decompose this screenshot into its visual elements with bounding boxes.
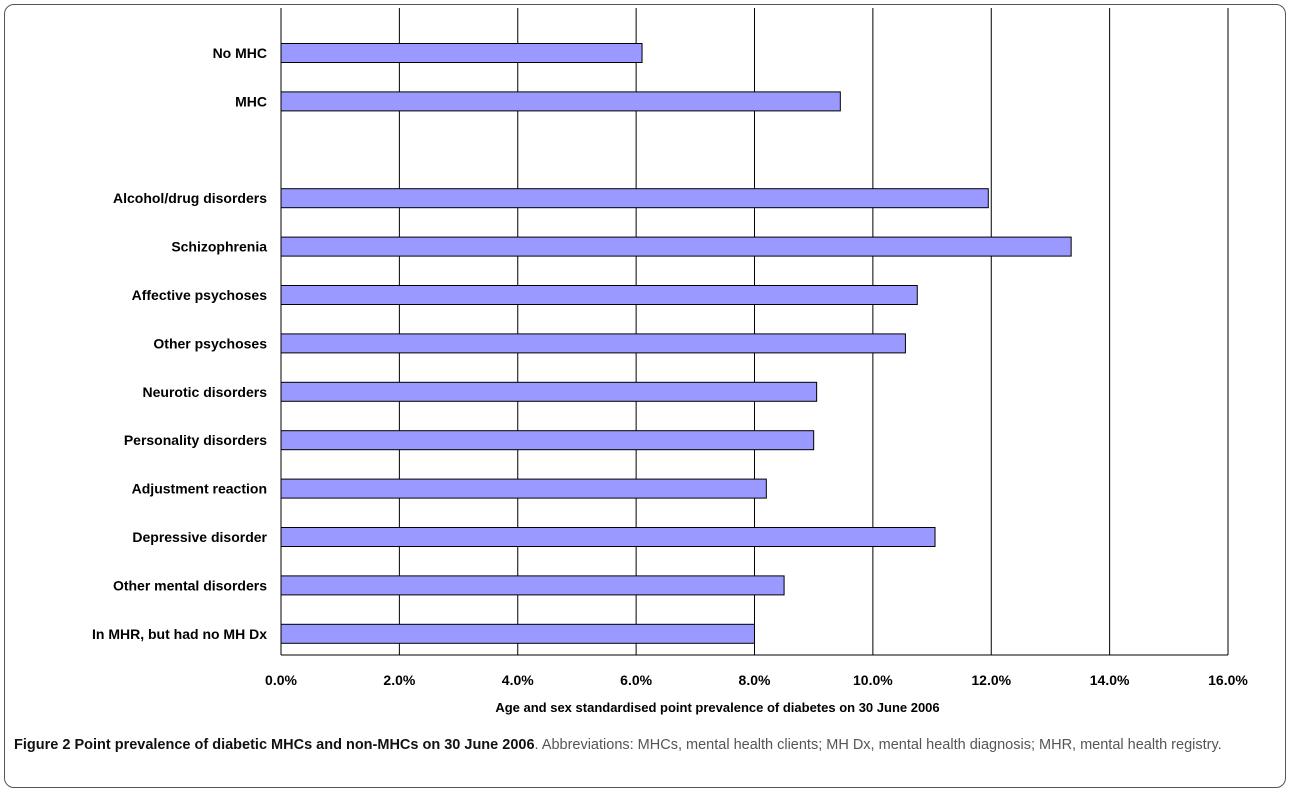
x-tick-labels: 0.0% 2.0% 4.0% 6.0% 8.0% 10.0% 12.0% 14.0% 16.0% — [265, 672, 1248, 688]
x-tick-label: 4.0% — [502, 672, 534, 688]
caption-text: . Abbreviations: MHCs, mental health cli… — [534, 737, 1222, 753]
figure-title: Point prevalence of diabetic MHCs and no… — [74, 737, 535, 753]
bar — [280, 527, 936, 547]
category-label: No MHC — [213, 45, 267, 61]
bar — [280, 236, 1072, 257]
bar — [280, 91, 841, 112]
x-tick-label: 8.0% — [739, 672, 771, 688]
bar — [280, 188, 989, 209]
bar — [280, 43, 643, 63]
bar-chart: No MHC MHC Alcohol/drug disorders Schizophr… — [92, 8, 1248, 715]
x-tick-label: 12.0% — [971, 672, 1011, 688]
x-tick-label: 10.0% — [853, 672, 893, 688]
category-label: Adjustment reaction — [132, 481, 267, 497]
bar — [280, 333, 906, 354]
bar — [280, 623, 755, 644]
x-tick-label: 14.0% — [1090, 672, 1130, 688]
bar — [280, 381, 818, 402]
bar — [280, 430, 815, 451]
category-label: Other mental disorders — [113, 577, 267, 593]
grid-lines — [280, 8, 1229, 656]
category-label: Neurotic disorders — [143, 384, 268, 400]
figure-caption: Figure 2 Point prevalence of diabetic MH… — [14, 735, 1276, 756]
category-label: MHC — [235, 93, 267, 109]
category-label: Alcohol/drug disorders — [113, 190, 267, 206]
bar — [280, 285, 918, 305]
category-labels: No MHC MHC Alcohol/drug disorders Schizophr… — [92, 45, 268, 642]
figure-number: Figure 2 — [14, 737, 71, 753]
category-label: Personality disorders — [124, 432, 267, 448]
category-label: Depressive disorder — [132, 529, 267, 545]
category-label: Schizophrenia — [171, 239, 267, 255]
bars — [280, 43, 1072, 644]
x-axis-title: Age and sex standardised point prevalenc… — [495, 700, 939, 715]
category-label: Other psychoses — [153, 335, 267, 351]
bar — [280, 575, 785, 596]
category-label: In MHR, but had no MH Dx — [92, 626, 267, 642]
x-tick-label: 0.0% — [265, 672, 297, 688]
category-label: Affective psychoses — [132, 287, 268, 303]
bar — [280, 478, 767, 499]
x-tick-label: 6.0% — [620, 672, 652, 688]
x-tick-label: 16.0% — [1208, 672, 1248, 688]
x-tick-label: 2.0% — [383, 672, 415, 688]
